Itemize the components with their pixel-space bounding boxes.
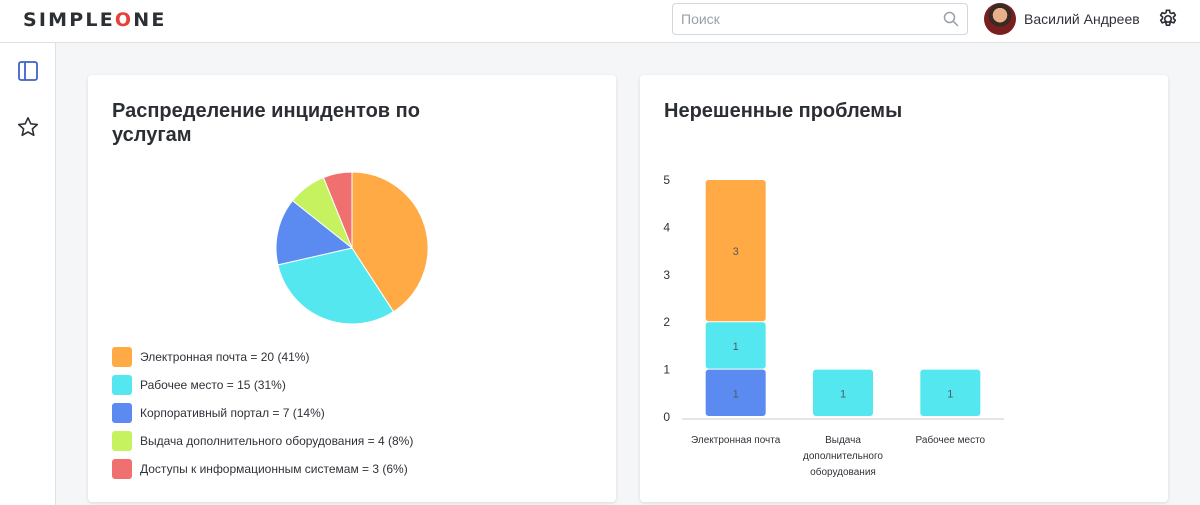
bar-chart: 0 1 2 3 4 5 1 1 3 Электронная почта 1 Выдача дополни… [640,165,1168,495]
pie-widget-title: Распределение инцидентов по услугам [112,100,420,146]
top-bar: SIMPLEONE Василий Андреев [0,0,1200,43]
pie-slice[interactable] [322,171,353,249]
sidebar-panel-icon[interactable] [16,59,40,83]
legend-label: Рабочее место = 15 (31%) [140,378,286,392]
bar-value-label: 1 [947,388,953,400]
search-input[interactable] [673,4,933,34]
pie-slice[interactable] [277,247,395,325]
bar-widget: Нерешенные проблемы 0 1 2 3 4 5 1 1 3 Электронная… [640,75,1168,502]
legend-item[interactable]: Выдача дополнительного оборудования = 4 … [112,431,512,451]
bar-segment[interactable] [813,369,873,416]
bar-value-label: 3 [733,246,739,258]
bar-widget-title: Нерешенные проблемы [664,100,903,122]
y-tick-label: 1 [663,363,670,377]
pie-chart [274,170,430,326]
bar-segment[interactable] [920,369,981,416]
logo[interactable]: SIMPLEONE [23,9,167,31]
bar-value-label: 1 [840,388,846,400]
star-icon[interactable] [16,115,40,139]
x-tick-label: Выдача [825,435,861,446]
x-tick-label: оборудования [810,466,876,478]
x-tick-label: Электронная почта [691,435,781,446]
bar-value-label: 1 [733,341,739,353]
y-tick-label: 2 [663,315,670,329]
legend-swatch [112,459,132,479]
legend-label: Выдача дополнительного оборудования = 4 … [140,434,414,448]
legend-label: Корпоративный портал = 7 (14%) [140,406,325,420]
legend-swatch [112,347,132,367]
search-box[interactable] [672,3,968,35]
y-tick-label: 3 [663,268,670,282]
legend-swatch [112,431,132,451]
bar-segment[interactable] [705,180,766,322]
legend-item[interactable]: Рабочее место = 15 (31%) [112,375,512,395]
legend-item[interactable]: Доступы к информационным системам = 3 (6… [112,459,512,479]
legend-label: Электронная почта = 20 (41%) [140,350,310,364]
legend-item[interactable]: Электронная почта = 20 (41%) [112,347,512,367]
pie-slice[interactable] [275,199,354,266]
legend-item[interactable]: Корпоративный портал = 7 (14%) [112,403,512,423]
user-name[interactable]: Василий Андреев [1024,11,1140,27]
x-tick-label: дополнительного [803,451,883,462]
avatar[interactable] [984,3,1016,35]
sidebar [0,43,56,505]
y-tick-label: 4 [663,220,670,234]
legend-label: Доступы к информационным системам = 3 (6… [140,462,408,476]
bar-segment[interactable] [705,322,766,369]
gear-icon[interactable] [1157,8,1179,30]
y-tick-label: 0 [663,410,670,424]
bar-value-label: 1 [733,388,739,400]
bar-segment[interactable] [705,369,766,416]
legend-swatch [112,375,132,395]
x-tick-label: Рабочее место [916,434,986,446]
pie-widget: Распределение инцидентов по услугам Элек… [88,75,616,502]
y-tick-label: 5 [663,173,670,187]
legend-swatch [112,403,132,423]
search-icon[interactable] [943,11,959,27]
